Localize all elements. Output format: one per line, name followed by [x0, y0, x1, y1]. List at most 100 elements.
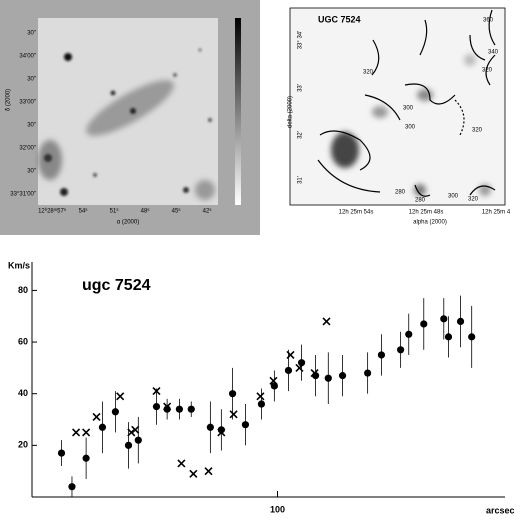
data-point [204, 467, 213, 476]
data-point [297, 359, 306, 367]
data-point [405, 330, 413, 338]
contours [317, 9, 496, 197]
data-point [284, 366, 293, 375]
data-point [364, 369, 372, 377]
y-tick-label: 34'00" [19, 54, 36, 60]
x-tick-label: 51ˢ [110, 209, 119, 215]
x-tick-label: 48ˢ [141, 209, 150, 215]
data-point [241, 421, 250, 429]
contour-label: 300 [403, 106, 414, 112]
y-tick-label: 40 [18, 388, 28, 398]
galaxy [38, 80, 215, 200]
data-point [177, 459, 186, 468]
data-point [127, 428, 136, 437]
contour-label: 360 [483, 18, 494, 24]
data-point [468, 333, 476, 341]
radio-map [289, 7, 506, 206]
data-point [82, 428, 91, 437]
data-point [322, 317, 331, 326]
data-point [324, 374, 332, 382]
data-point [152, 387, 161, 396]
y-tick-label: 33' [298, 84, 304, 92]
data-point [175, 405, 184, 413]
contour-label: 280 [415, 198, 426, 204]
data-point [456, 317, 465, 325]
data-point [131, 425, 140, 434]
contour-label: 320 [363, 70, 374, 76]
data-point [82, 454, 90, 462]
rotation-curve: Km/s ugc 7524 arcsec 20 40 60 80 100 [8, 260, 515, 515]
x-tick-label: 42ˢ [203, 209, 212, 215]
stars [44, 48, 212, 196]
data-point [338, 372, 347, 380]
data-point [189, 469, 198, 478]
y-tick-label: 30" [27, 77, 36, 83]
data-point [124, 441, 133, 449]
x-tick-label: 45ˢ [172, 209, 181, 215]
y-tick-label: 30" [27, 123, 36, 129]
data-point [206, 423, 214, 431]
map-frame [289, 7, 506, 206]
x-tick-label: 12ʰ28ᵐ57ˢ [38, 208, 66, 215]
data-point [68, 483, 76, 491]
data-point [377, 351, 386, 359]
data-point [163, 402, 172, 411]
y-tick-label: 33'00" [19, 100, 36, 106]
map-title: UGC 7524 [318, 14, 361, 24]
data-point [444, 333, 453, 341]
y-tick-label: 60 [18, 336, 28, 346]
contour-label: 300 [448, 194, 459, 200]
data-point [295, 363, 304, 372]
x-tick-label: 12h 25m 48s [409, 210, 444, 216]
data-point [116, 392, 125, 401]
data-point [187, 405, 195, 413]
y-axis-label: δ (2000) [6, 89, 12, 111]
data-point [440, 315, 448, 323]
emission [331, 54, 491, 196]
data-point [257, 400, 266, 408]
y-tick-label: 32' [298, 131, 304, 139]
x-axis-label: arcsec [486, 505, 515, 515]
data-point [152, 403, 161, 411]
optical-image [0, 0, 260, 235]
data-point [310, 368, 319, 378]
contour-label: 300 [405, 125, 416, 131]
x-tick-label: 100 [270, 504, 285, 514]
y-tick-label: 33°31'00" [10, 192, 36, 198]
y-axis-label: Km/s [8, 260, 30, 270]
x-tick-label: 12h 25m 54s [339, 210, 374, 216]
chart-title: ugc 7524 [82, 277, 151, 294]
contour-label: 320 [468, 197, 479, 203]
y-tick-label: 30" [27, 31, 36, 37]
x-tick-label: 12h 25m 4 [482, 210, 511, 216]
data-point [228, 390, 237, 398]
data-point [111, 408, 119, 416]
x-axis-label: alpha (2000) [413, 220, 447, 226]
contour-label: 340 [488, 50, 499, 56]
data-point [256, 392, 265, 401]
data-point [420, 320, 428, 328]
x-axis-label: α (2000) [117, 220, 139, 226]
data-point [72, 428, 81, 437]
x-tick-label: 54ˢ [79, 209, 88, 215]
data-point [217, 428, 226, 437]
data-point [92, 412, 101, 422]
contour-label: 320 [482, 68, 493, 74]
data-point [397, 346, 405, 354]
data-point [229, 410, 238, 419]
data-point [57, 449, 66, 457]
y-axis-label: delta (2000) [288, 96, 294, 128]
data-point [286, 350, 295, 360]
y-tick-label: 32'00" [19, 146, 36, 152]
contour-label: 320 [472, 128, 483, 134]
y-tick-label: 20 [18, 440, 28, 450]
data-point [98, 423, 107, 431]
y-tick-label: 80 [18, 285, 28, 295]
y-tick-label: 31' [298, 176, 304, 184]
y-tick-label: 30" [27, 169, 36, 175]
data-point [269, 376, 278, 385]
contour-label: 280 [395, 190, 406, 196]
colorbar [235, 18, 241, 205]
